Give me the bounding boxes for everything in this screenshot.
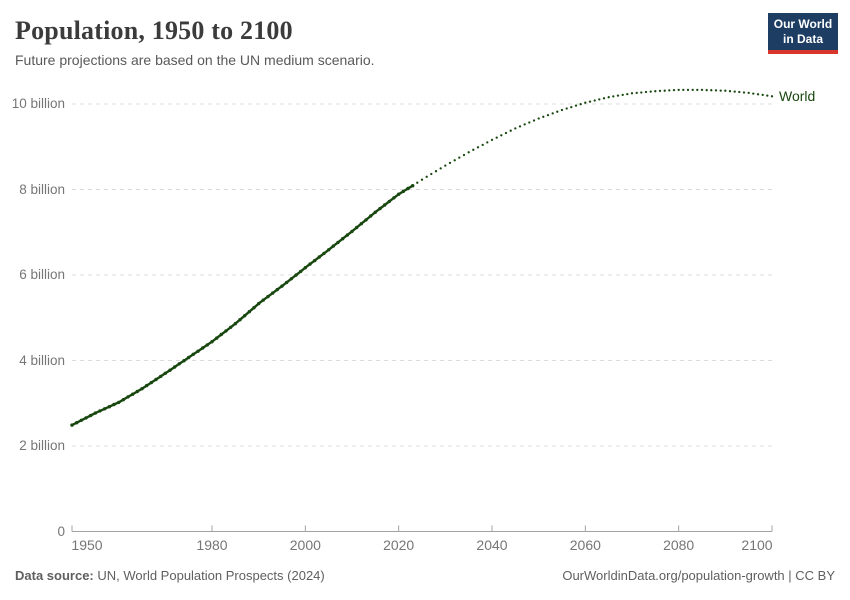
y-tick-label-2-billion: 2 billion	[19, 438, 65, 453]
x-tick-label-2020: 2020	[383, 537, 415, 553]
y-tick-label-6-billion: 6 billion	[19, 267, 65, 282]
x-tick-label-1980: 1980	[196, 537, 228, 553]
x-tick-label-2100: 2100	[741, 537, 773, 553]
x-tick-label-2080: 2080	[663, 537, 695, 553]
chart-title: Population, 1950 to 2100	[15, 16, 293, 45]
data-source-label: Data source:	[15, 568, 94, 583]
x-tick-label-2040: 2040	[476, 537, 508, 553]
owid-logo[interactable]: Our World in Data	[768, 13, 838, 54]
y-tick-label-0: 0	[57, 523, 65, 539]
x-tick-label-1950: 1950	[71, 537, 103, 553]
data-source-text: UN, World Population Prospects (2024)	[93, 568, 325, 583]
y-tick-label-10-billion: 10 billion	[11, 96, 65, 111]
owid-logo-line2: in Data	[782, 32, 823, 46]
owid-logo-line1: Our World	[773, 17, 833, 31]
chart-subtitle: Future projections are based on the UN m…	[15, 52, 375, 68]
x-tick-label-2000: 2000	[289, 537, 321, 553]
y-tick-label-4-billion: 4 billion	[19, 352, 65, 368]
x-tick-label-2060: 2060	[569, 537, 601, 553]
y-tick-label-8-billion: 8 billion	[19, 181, 65, 197]
credit-link[interactable]: OurWorldinData.org/population-growth | C…	[562, 568, 835, 583]
chart-footer: Data source: UN, World Population Prospe…	[15, 568, 835, 584]
series-label-world[interactable]: World	[779, 88, 816, 105]
data-source: Data source: UN, World Population Prospe…	[15, 568, 325, 584]
